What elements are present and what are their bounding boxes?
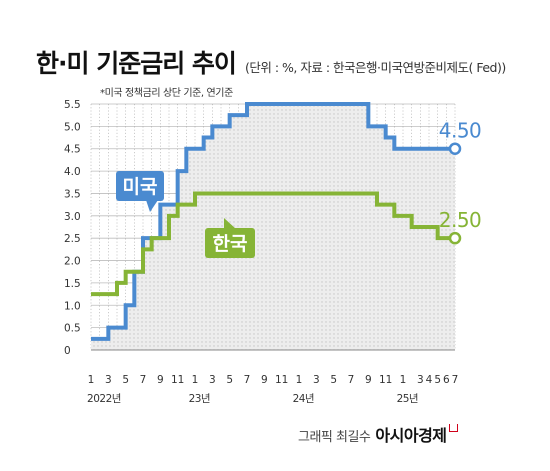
x-tick-label: 6 xyxy=(443,374,450,386)
y-tick-label: 5.0 xyxy=(64,121,81,133)
x-tick-label: 11 xyxy=(379,374,392,386)
x-tick-label: 5 xyxy=(122,374,129,386)
korea-callout-pointer xyxy=(224,218,236,229)
x-tick-label: 3 xyxy=(209,374,216,386)
year-label: 24년 xyxy=(293,393,315,405)
line-layer xyxy=(91,102,462,341)
y-tick-label: 2.0 xyxy=(64,256,81,268)
year-label: 25년 xyxy=(397,393,419,405)
y-tick-label: 4.0 xyxy=(64,166,81,178)
title-row: 한·미 기준금리 추이 (단위 : %, 자료 : 한국은행·미국연방준비제도(… xyxy=(36,44,506,80)
y-tick-label: 3.0 xyxy=(64,211,81,223)
x-tick-label: 1 xyxy=(400,374,407,386)
y-tick-label: 5.5 xyxy=(64,99,81,111)
x-tick-label: 7 xyxy=(348,374,355,386)
x-tick-label: 7 xyxy=(452,374,459,386)
y-tick-label: 3.5 xyxy=(64,188,81,200)
us-callout-box xyxy=(116,171,164,201)
year-label: 2022년 xyxy=(87,393,121,405)
credit: 그래픽 최길수 아시아경제 xyxy=(298,422,458,446)
us-rate-line-end-marker xyxy=(448,142,462,155)
chart-title: 한·미 기준금리 추이 xyxy=(36,49,237,78)
x-tick-label: 5 xyxy=(226,374,233,386)
us-area-fill xyxy=(91,104,455,350)
x-tick-label: 9 xyxy=(157,374,164,386)
us-callout-text: 미국 xyxy=(123,176,158,198)
chart-note: *미국 정책금리 상단 기준, 연기준 xyxy=(100,87,233,99)
y-tick-label: 4.5 xyxy=(64,144,81,156)
x-tick-label: 5 xyxy=(434,374,441,386)
korea-rate-line xyxy=(91,191,455,297)
x-tick-label: 7 xyxy=(244,374,251,386)
brand-mark-icon xyxy=(448,424,458,432)
x-tick-label: 4 xyxy=(426,374,433,386)
korea-callout-box xyxy=(205,228,255,258)
brand-name: 아시아경제 xyxy=(375,426,447,445)
x-tick-label: 11 xyxy=(171,374,184,386)
y-tick-label: 1.0 xyxy=(64,300,81,312)
axis-layer: 00.51.01.52.02.53.03.54.04.55.05.51 3 5 7 9 1… xyxy=(64,99,458,405)
korea-rate-line-end-marker xyxy=(448,231,462,245)
korea-callout-text: 한국 xyxy=(213,233,248,255)
x-tick-label: 9 xyxy=(261,374,268,386)
x-tick-label: 3 xyxy=(313,374,320,386)
x-tick-label: 1 xyxy=(192,374,199,386)
fill-layer xyxy=(91,104,455,350)
x-tick-label: 3 xyxy=(105,374,112,386)
y-tick-label: 0.5 xyxy=(64,323,81,335)
chart-subtitle: (단위 : %, 자료 : 한국은행·미국연방준비제도( Fed)) xyxy=(245,60,506,75)
credit-label: 그래픽 최길수 xyxy=(298,430,371,445)
x-tick-label: 7 xyxy=(140,374,147,386)
us-end-value-label: 4.50 xyxy=(439,119,482,143)
y-tick-label: 2.5 xyxy=(64,233,81,245)
y-tick-label: 1.5 xyxy=(64,278,81,290)
x-tick-label: 3 xyxy=(417,374,424,386)
y-tick-label: 0 xyxy=(64,345,71,357)
us-rate-line xyxy=(91,102,455,341)
korea-end-value-label: 2.50 xyxy=(439,208,482,232)
x-tick-label: 5 xyxy=(330,374,337,386)
x-tick-label: 9 xyxy=(365,374,372,386)
korea-callout: 한국 xyxy=(205,218,255,258)
us-callout-pointer xyxy=(146,200,158,212)
x-tick-label: 1 xyxy=(296,374,303,386)
us-callout: 미국 xyxy=(116,171,164,212)
year-label: 23년 xyxy=(189,393,211,405)
x-tick-label: 11 xyxy=(275,374,288,386)
x-tick-label: 1 xyxy=(88,374,95,386)
